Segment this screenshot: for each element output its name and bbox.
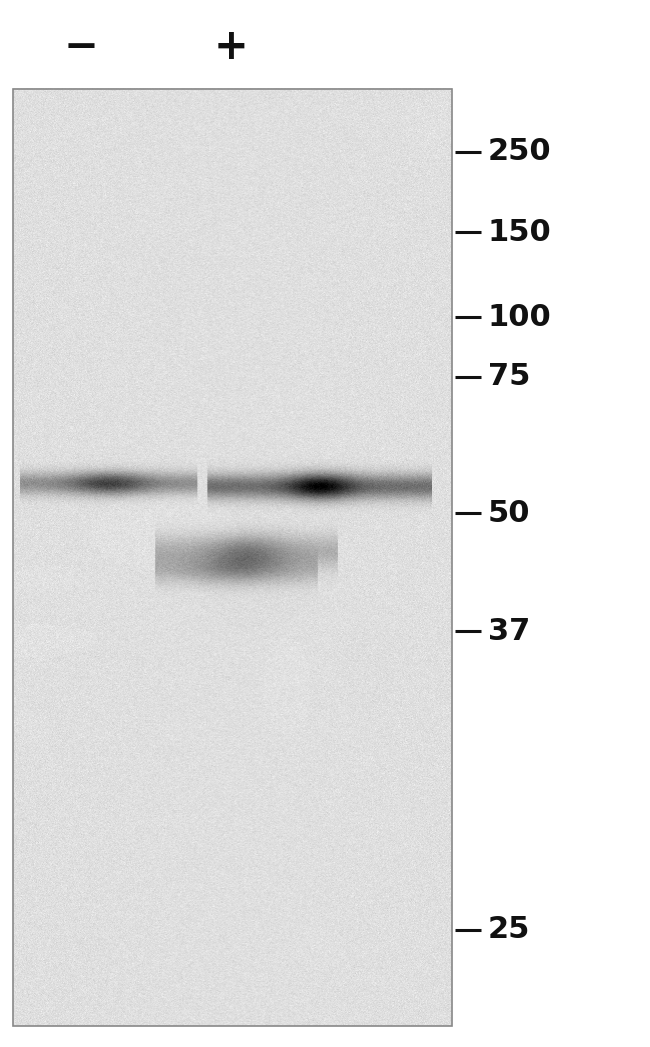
Text: −: − (64, 26, 99, 68)
Text: 250: 250 (488, 137, 551, 166)
Bar (13, 89, 452, 1026)
Text: 37: 37 (488, 617, 530, 646)
Text: 100: 100 (488, 303, 551, 332)
Text: 50: 50 (488, 498, 530, 528)
Text: +: + (213, 26, 248, 68)
Text: 75: 75 (488, 362, 530, 392)
Text: 25: 25 (488, 915, 530, 944)
Text: 150: 150 (488, 218, 551, 247)
